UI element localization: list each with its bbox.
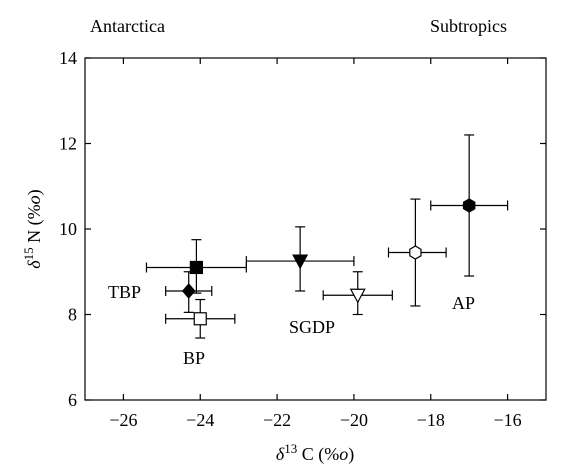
x-tick-label: −24 [186, 410, 214, 430]
y-axis-label-main: N (% [24, 204, 45, 247]
data-point-sgdp [322, 271, 393, 316]
marker-triangle-down [292, 254, 309, 270]
y-axis-label-delta: δ [24, 260, 44, 269]
data-point-bp [165, 298, 236, 339]
marker-triangle-down [349, 288, 366, 304]
y-tick-label: 12 [59, 134, 77, 154]
x-axis-label-sup: 13 [284, 441, 297, 456]
x-tick-label: −22 [263, 410, 291, 430]
y-tick-label: 14 [59, 48, 77, 68]
y-tick-label: 8 [68, 305, 77, 325]
y-tick-label: 10 [59, 219, 77, 239]
data-point-tbp [165, 271, 213, 313]
marker-hexagon [462, 198, 476, 213]
x-axis-label-delta: δ [276, 444, 285, 464]
point-label-sgdp: SGDP [289, 317, 335, 337]
data-point-3 [245, 226, 355, 292]
plot-frame [84, 57, 547, 401]
data-point-0 [145, 239, 247, 294]
point-label-ap: AP [452, 293, 475, 313]
y-axis-label-sup: 15 [21, 247, 36, 260]
data-point-ap [430, 134, 509, 277]
point-labels: TBP BP SGDP AP [108, 282, 475, 368]
data-point-5 [387, 198, 447, 307]
point-label-bp: BP [183, 348, 205, 368]
y-axis-label-italic: o [24, 195, 44, 204]
x-tick-label: −16 [494, 410, 522, 430]
data-points [145, 134, 509, 339]
x-tick-label: −26 [109, 410, 137, 430]
x-tick-label: −20 [340, 410, 368, 430]
y-tick-label: 6 [68, 390, 77, 410]
y-axis-label-close: ) [24, 189, 45, 195]
marker-hexagon [409, 245, 422, 260]
x-axis-label-main: C (% [297, 444, 339, 465]
point-label-tbp: TBP [108, 282, 141, 302]
region-label-subtropics: Subtropics [430, 16, 507, 36]
axis-ticks: −26 −24 −22 −20 −18 −16 6 8 10 12 14 [59, 48, 546, 430]
y-axis-label: δ15 N (%o) [21, 189, 45, 268]
marker-diamond [181, 283, 196, 299]
x-axis-label: δ13 C (%o) [276, 441, 354, 465]
marker-square [193, 312, 207, 326]
region-label-antarctica: Antarctica [90, 16, 165, 36]
x-axis-label-italic: o [339, 444, 348, 464]
marker-square [189, 260, 204, 275]
x-axis-label-close: ) [348, 444, 354, 465]
x-tick-label: −18 [417, 410, 445, 430]
